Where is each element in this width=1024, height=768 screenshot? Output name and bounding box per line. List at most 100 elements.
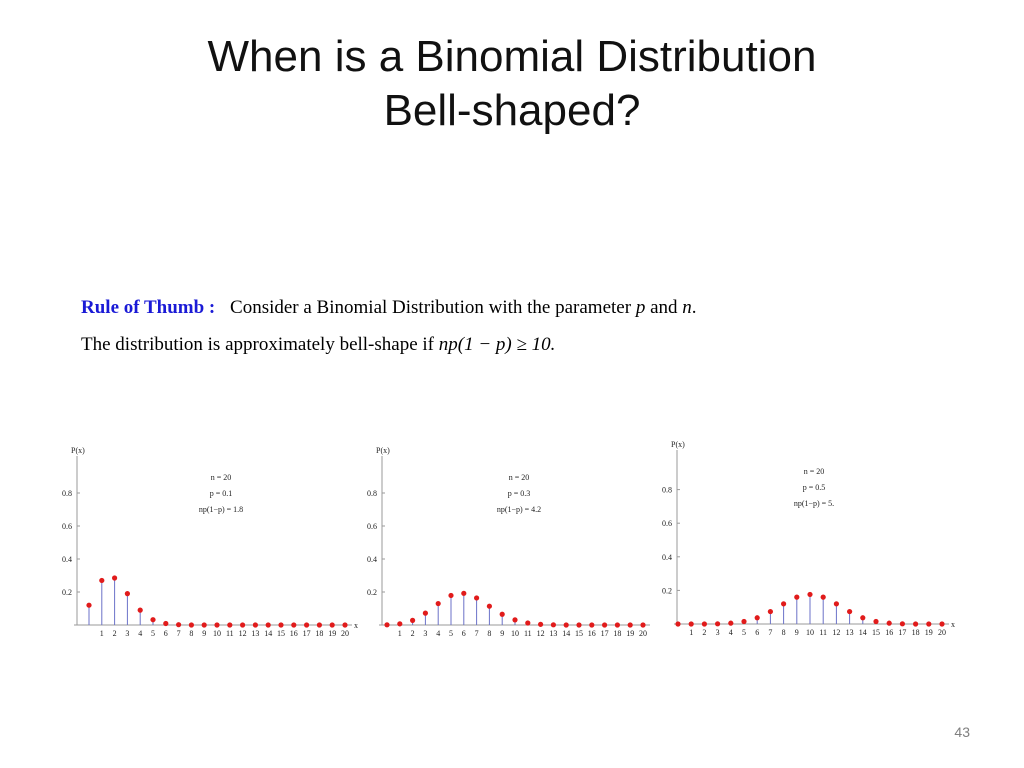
rule-line-1: Rule of Thumb : Consider a Binomial Dist… [81,289,981,326]
x-tick-label: 1 [100,629,104,638]
data-point [461,590,467,596]
rule-param-p: p [635,297,646,318]
x-tick-label: 12 [239,629,247,638]
data-point [820,594,826,600]
x-tick-label: 7 [475,629,479,638]
data-point [384,622,390,628]
x-tick-label: 4 [138,629,142,638]
x-tick-label: 10 [511,629,519,638]
x-tick-label: 5 [742,628,746,637]
title-line-1: When is a Binomial Distribution [207,32,817,81]
y-tick-label: 0.4 [662,553,672,562]
data-point [589,622,595,628]
x-tick-label: 9 [202,629,206,638]
data-point [913,621,919,627]
data-point [227,622,233,628]
data-point [728,620,734,626]
x-tick-label: 18 [912,628,920,637]
data-point [240,622,246,628]
x-tick-label: 8 [487,629,491,638]
slide-number: 43 [954,724,970,740]
data-point [754,615,760,621]
data-point [474,595,480,601]
data-point [781,601,787,607]
x-tick-label: 10 [806,628,814,637]
y-axis-label: P(x) [376,446,390,455]
data-point [563,622,569,628]
title-line-2: Bell-shaped? [383,86,641,135]
data-point [486,603,492,609]
data-point [715,621,721,627]
data-point [316,622,322,628]
rule-label: Rule of Thumb : [81,297,216,318]
data-point [252,622,258,628]
x-tick-label: 14 [859,628,867,637]
data-point [265,622,271,628]
data-point [397,621,403,627]
x-tick-label: 16 [588,629,596,638]
y-tick-label: 0.4 [62,555,72,564]
data-point [410,617,416,623]
chart-annotation: n = 20 [509,473,530,482]
x-tick-label: 20 [341,629,349,638]
x-tick-label: 11 [226,629,234,638]
x-tick-label: 9 [500,629,504,638]
x-tick-label: 11 [819,628,827,637]
x-tick-label: 3 [716,628,720,637]
x-tick-label: 2 [113,629,117,638]
x-tick-label: 15 [872,628,880,637]
x-tick-label: 7 [177,629,181,638]
x-tick-label: 4 [436,629,440,638]
chart-annotation: np(1−p) = 1.8 [199,505,243,514]
rule-param-n: n [682,297,692,318]
data-point [614,622,620,628]
data-point [499,611,505,617]
y-axis-label: P(x) [71,446,85,455]
y-tick-label: 0.8 [62,489,72,498]
y-tick-label: 0.6 [62,522,72,531]
data-point [873,618,879,625]
data-point [886,620,892,626]
data-point [926,621,932,627]
data-point [538,621,544,627]
x-tick-label: 2 [702,628,706,637]
x-tick-label: 3 [423,629,427,638]
x-tick-label: 12 [537,629,545,638]
data-point [214,622,220,628]
y-tick-label: 0.6 [367,522,377,531]
y-tick-label: 0.2 [367,588,377,597]
chart-annotation: np(1−p) = 5. [794,499,834,508]
x-tick-label: 6 [462,629,466,638]
x-tick-label: 13 [251,629,259,638]
binomial-chart-p05: P(x)x0.20.40.60.81 2 3 4 5 6 7 8 9 10 11 12 13 14 15 16… [662,440,955,637]
data-point [435,600,441,607]
x-tick-label: 19 [626,629,634,638]
data-point [675,621,681,627]
data-point [807,591,813,598]
data-point [448,592,454,599]
x-tick-label: 12 [832,628,840,637]
chart-annotation: n = 20 [211,473,232,482]
data-point [512,617,518,623]
rule-and: and [650,297,678,318]
x-tick-label: 20 [938,628,946,637]
x-tick-label: 1 [689,628,693,637]
x-tick-label: 6 [755,628,759,637]
data-point [701,621,707,627]
data-point [304,622,310,628]
data-point [833,601,839,607]
y-tick-label: 0.8 [662,486,672,495]
data-point [627,622,633,628]
data-point [112,575,118,581]
x-tick-label: 14 [264,629,272,638]
x-tick-label: 16 [290,629,298,638]
x-tick-label: 6 [164,629,168,638]
data-point [767,608,773,615]
data-point [124,591,130,597]
x-tick-label: 18 [315,629,323,638]
rule-line1-text: Consider a Binomial Distribution with th… [230,297,632,318]
x-tick-label: 20 [639,629,647,638]
x-tick-label: 1 [398,629,402,638]
data-point [99,577,105,584]
data-point [86,602,92,608]
